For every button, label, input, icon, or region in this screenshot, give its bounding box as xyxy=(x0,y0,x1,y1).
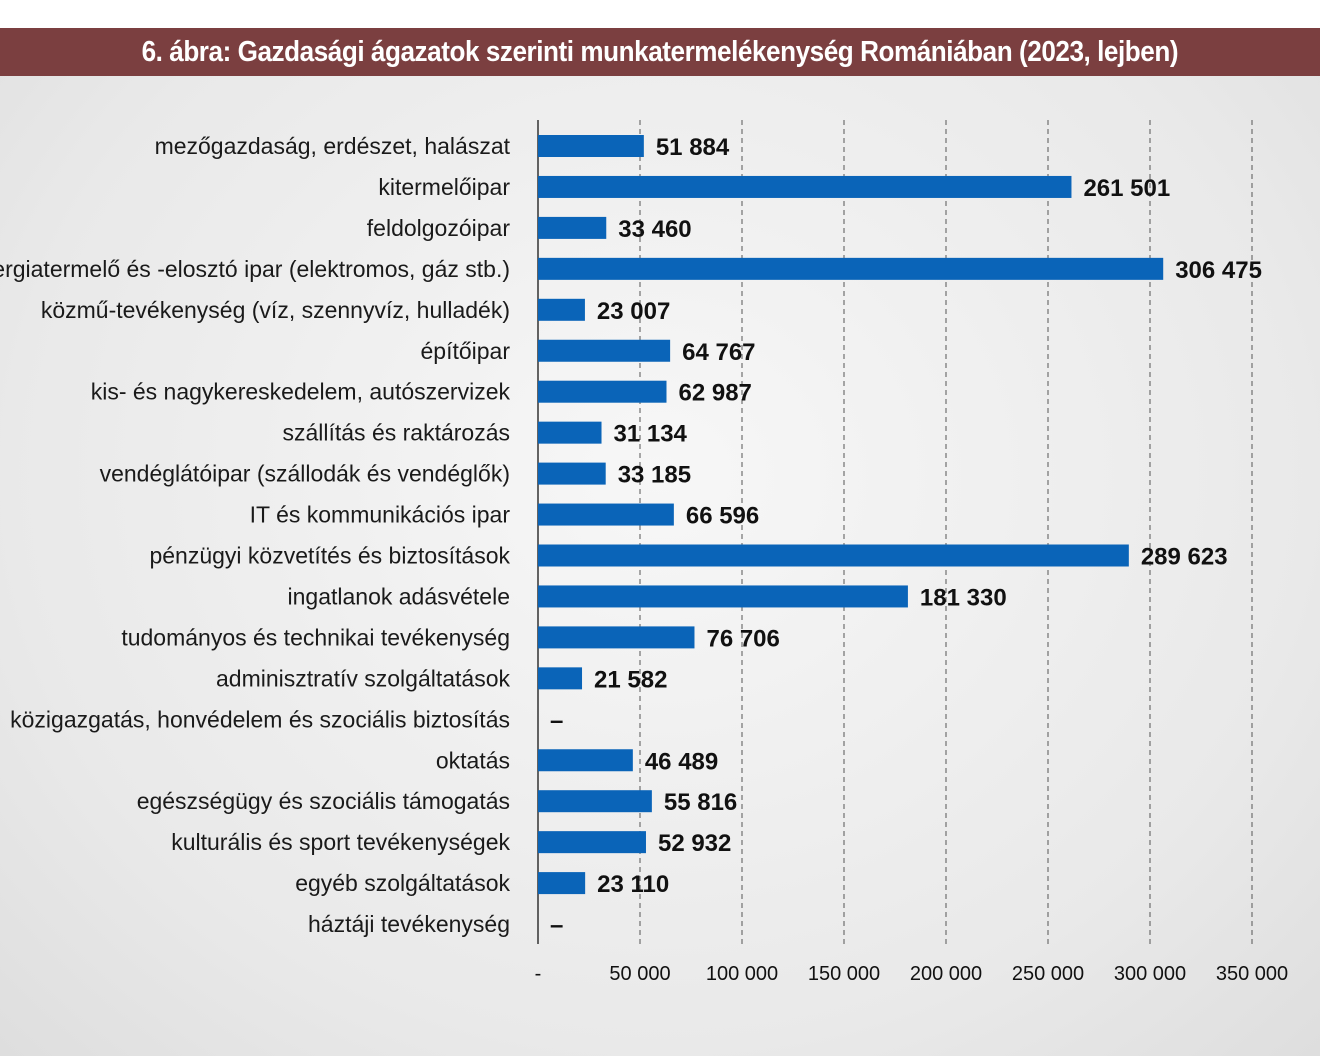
x-tick-label: 200 000 xyxy=(910,963,982,985)
bar xyxy=(538,135,644,157)
bar xyxy=(538,872,586,895)
category-label: feldolgozóipar xyxy=(367,215,511,241)
bar xyxy=(538,216,607,239)
value-label: 261 501 xyxy=(1083,175,1170,202)
value-label: 55 816 xyxy=(664,789,737,816)
x-tick-label: 350 000 xyxy=(1216,963,1288,985)
bar xyxy=(538,544,1129,567)
category-label: oktatás xyxy=(436,747,510,773)
value-label: 289 623 xyxy=(1141,544,1228,571)
category-label: energiatermelő és -elosztó ipar (elektro… xyxy=(0,256,510,282)
value-label: 21 582 xyxy=(594,666,667,693)
category-label: kis- és nagykereskedelem, autószervizek xyxy=(91,379,511,405)
bar xyxy=(538,626,695,649)
bar xyxy=(538,175,1072,198)
value-label: 33 460 xyxy=(618,216,691,243)
value-label: – xyxy=(550,707,563,734)
x-tick-label: 300 000 xyxy=(1114,963,1186,985)
category-label: mezőgazdaság, erdészet, halászat xyxy=(155,133,511,159)
category-label: IT és kommunikációs ipar xyxy=(250,502,511,528)
category-label: építőipar xyxy=(420,338,510,364)
value-label: 66 596 xyxy=(686,503,759,530)
value-label: 62 987 xyxy=(678,380,751,407)
top-white-strip xyxy=(0,0,1320,28)
category-label: ingatlanok adásvétele xyxy=(288,583,511,609)
bar xyxy=(538,667,583,690)
bar xyxy=(538,503,674,526)
x-tick-label: 250 000 xyxy=(1012,963,1084,985)
value-label: 23 007 xyxy=(597,298,670,325)
category-label: kitermelőipar xyxy=(378,174,510,200)
value-label: – xyxy=(550,912,563,939)
bar xyxy=(538,257,1164,280)
value-label: 181 330 xyxy=(920,584,1007,611)
x-tick-label: 100 000 xyxy=(706,963,778,985)
value-label: 31 134 xyxy=(614,421,688,448)
category-label: egyéb szolgáltatások xyxy=(295,870,510,896)
value-label: 64 767 xyxy=(682,339,755,366)
category-label: adminisztratív szolgáltatások xyxy=(216,665,511,691)
title-bar: 6. ábra: Gazdasági ágazatok szerinti mun… xyxy=(0,28,1320,76)
bar xyxy=(538,421,602,444)
category-label: szállítás és raktározás xyxy=(282,420,510,446)
value-label: 23 110 xyxy=(597,871,669,898)
category-label: közmű-tevékenység (víz, szennyvíz, hulla… xyxy=(41,297,510,323)
category-label: pénzügyi közvetítés és biztosítások xyxy=(149,543,510,569)
value-label: 51 884 xyxy=(656,134,730,161)
bar xyxy=(538,585,908,608)
value-label: 76 706 xyxy=(706,625,779,652)
chart-title: 6. ábra: Gazdasági ágazatok szerinti mun… xyxy=(141,35,1179,68)
category-label: egészségügy és szociális támogatás xyxy=(137,788,510,814)
bar xyxy=(538,749,633,772)
category-label: kulturális és sport tevékenységek xyxy=(171,829,510,855)
x-tick-label: - xyxy=(535,963,542,985)
category-label: tudományos és technikai tevékenység xyxy=(121,624,510,650)
category-label: háztáji tevékenység xyxy=(308,911,510,937)
x-tick-label: 50 000 xyxy=(609,963,670,985)
category-label: vendéglátóipar (szállodák és vendéglők) xyxy=(100,461,510,487)
bar xyxy=(538,790,652,813)
bar xyxy=(538,831,646,854)
bar xyxy=(538,298,585,321)
value-label: 52 932 xyxy=(658,830,731,857)
value-label: 46 489 xyxy=(645,748,718,775)
bar xyxy=(538,462,606,485)
value-label: 306 475 xyxy=(1175,257,1262,284)
value-label: 33 185 xyxy=(618,462,691,489)
bar xyxy=(538,380,667,403)
x-tick-label: 150 000 xyxy=(808,963,880,985)
category-label: közigazgatás, honvédelem és szociális bi… xyxy=(10,706,510,732)
bar xyxy=(538,339,671,362)
